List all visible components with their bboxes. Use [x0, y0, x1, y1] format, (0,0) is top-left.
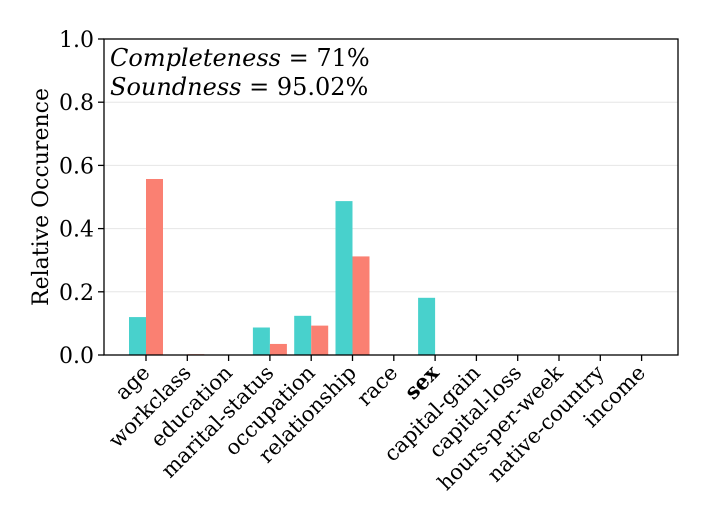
plot-frame [103, 38, 679, 356]
x-tick-label: race [352, 361, 402, 411]
bar [146, 178, 163, 355]
y-axis-ticks: 0.0 0.2 0.4 0.6 0.8 1.0 [59, 28, 104, 369]
y-tick-label: 0.4 [59, 218, 94, 243]
bar [294, 315, 312, 355]
x-axis-ticks: ageworkclasseducationmarital-statusoccup… [104, 355, 650, 495]
annotations: Completeness = 71%Soundness = 95.02% [110, 44, 370, 101]
annotation-text: Soundness = 95.02% [110, 73, 368, 101]
bar [352, 256, 370, 355]
bar [129, 317, 146, 355]
y-tick-label: 0.2 [59, 281, 94, 306]
bar [418, 297, 436, 355]
bar [335, 201, 353, 355]
gridlines [104, 101, 678, 293]
bars [129, 178, 436, 355]
bar [311, 325, 329, 355]
y-tick-label: 0.0 [59, 344, 94, 369]
y-tick-label: 1.0 [59, 28, 94, 53]
bar [252, 327, 270, 355]
y-axis-label: Relative Occurence [29, 88, 54, 306]
annotation-text: Completeness = 71% [110, 44, 370, 72]
y-tick-label: 0.6 [59, 154, 94, 179]
bar [269, 343, 287, 355]
y-tick-label: 0.8 [59, 91, 94, 116]
